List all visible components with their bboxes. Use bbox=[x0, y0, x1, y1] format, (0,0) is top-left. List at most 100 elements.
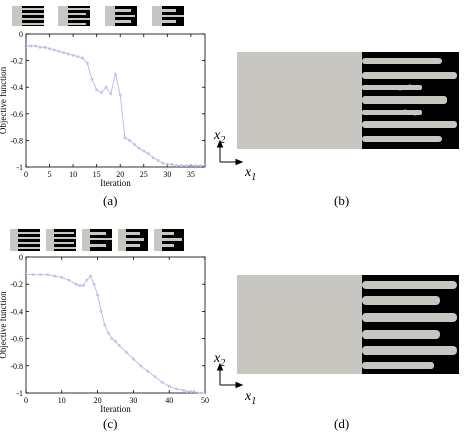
data-point bbox=[147, 152, 150, 156]
data-point bbox=[151, 156, 155, 160]
data-point bbox=[117, 343, 121, 347]
data-point bbox=[43, 45, 47, 49]
data-point bbox=[81, 56, 84, 60]
data-point bbox=[81, 284, 85, 287]
x-tick-label: 20 bbox=[94, 396, 102, 405]
data-point bbox=[29, 44, 33, 48]
data-point bbox=[123, 136, 127, 140]
data-point bbox=[66, 52, 70, 56]
x-tick-label: 35 bbox=[187, 170, 195, 179]
axis-symbol-x2-d: x2 bbox=[214, 351, 226, 369]
thumbnail-c-3 bbox=[82, 229, 112, 251]
data-point bbox=[142, 149, 146, 153]
data-point bbox=[95, 88, 99, 92]
data-point bbox=[85, 278, 89, 282]
thumbnails-a bbox=[12, 6, 184, 26]
thumbnails-c bbox=[10, 229, 184, 251]
panel-label-b: (b) bbox=[334, 193, 350, 208]
y-tick-label: -0.4 bbox=[10, 307, 23, 316]
plot-frame bbox=[25, 256, 206, 394]
data-point bbox=[184, 164, 188, 168]
thumbnail-a-2 bbox=[58, 6, 90, 26]
data-point bbox=[90, 77, 94, 81]
panel-label-a: (a) bbox=[103, 193, 118, 208]
axis-symbol-x1-d: x1 bbox=[245, 389, 257, 407]
x-tick-label: 25 bbox=[140, 170, 148, 179]
data-point bbox=[104, 85, 108, 89]
data-point bbox=[31, 273, 35, 277]
data-point bbox=[182, 388, 185, 392]
series-line bbox=[26, 274, 205, 394]
x-tick-label: 0 bbox=[24, 170, 28, 179]
coordinate-axes-b bbox=[216, 139, 244, 166]
data-point bbox=[106, 331, 110, 335]
data-point bbox=[132, 142, 136, 146]
plot-c: 0-0.2-0.4-0.6-0.8-10 10 20 30 40 50IterationO… bbox=[0, 253, 209, 414]
data-point bbox=[131, 357, 135, 361]
data-point bbox=[24, 273, 28, 277]
thumbnail-a-3 bbox=[105, 6, 137, 26]
thumbnail-c-4 bbox=[118, 229, 148, 251]
data-point bbox=[114, 72, 117, 76]
data-point bbox=[99, 91, 103, 94]
x-tick-label: 10 bbox=[58, 396, 66, 405]
axis-symbol-x2-b: x2 bbox=[214, 128, 226, 146]
y-tick-label: -1 bbox=[16, 163, 23, 172]
data-point bbox=[174, 387, 178, 391]
y-axis-label: Objective function bbox=[0, 66, 8, 134]
data-point bbox=[53, 274, 57, 278]
data-point bbox=[160, 380, 164, 384]
y-tick-label: -0.8 bbox=[10, 362, 23, 371]
data-point bbox=[161, 161, 165, 165]
x-tick-label: 5 bbox=[48, 170, 52, 179]
thumbnail-c-2 bbox=[46, 229, 76, 251]
data-point bbox=[200, 391, 203, 395]
y-axis-label: Objective function bbox=[0, 291, 8, 359]
x-tick-label: 40 bbox=[165, 396, 173, 405]
data-point bbox=[24, 44, 28, 48]
y-tick-label: 0 bbox=[19, 253, 23, 262]
data-point bbox=[194, 164, 197, 168]
data-point bbox=[110, 337, 114, 341]
data-point bbox=[48, 47, 51, 51]
y-tick-label: -0.6 bbox=[10, 335, 23, 344]
data-point bbox=[71, 53, 75, 57]
data-point bbox=[137, 146, 141, 150]
data-point bbox=[103, 323, 107, 327]
data-point bbox=[203, 164, 207, 168]
x-axis-label: Iteration bbox=[100, 404, 131, 414]
data-point bbox=[175, 164, 179, 168]
design-domain-d bbox=[237, 275, 459, 374]
thumbnail-c-1 bbox=[10, 229, 40, 251]
y-tick-label: -0.6 bbox=[10, 110, 23, 119]
data-point bbox=[198, 164, 202, 168]
data-point bbox=[146, 369, 150, 373]
data-point bbox=[38, 273, 42, 277]
thumbnail-c-5 bbox=[154, 229, 184, 251]
x-tick-label: 20 bbox=[116, 170, 124, 179]
y-tick-label: -0.4 bbox=[10, 83, 23, 92]
axis-symbol-x1-b: x1 bbox=[245, 165, 257, 183]
data-point bbox=[74, 282, 78, 286]
series-line bbox=[26, 45, 205, 167]
thumbnail-a-1 bbox=[12, 6, 44, 26]
data-point bbox=[34, 44, 37, 48]
data-point bbox=[189, 164, 193, 168]
y-tick-label: -1 bbox=[16, 389, 23, 398]
design-domain-b bbox=[237, 52, 459, 149]
x-tick-label: 15 bbox=[93, 170, 101, 179]
data-point bbox=[192, 390, 196, 394]
data-point bbox=[124, 350, 128, 354]
data-point bbox=[85, 61, 89, 65]
data-point bbox=[57, 49, 61, 53]
data-point bbox=[96, 293, 100, 297]
data-point bbox=[167, 384, 171, 388]
data-point bbox=[46, 273, 49, 277]
data-point bbox=[170, 162, 174, 166]
panel-label-c: (c) bbox=[103, 416, 118, 431]
y-tick-label: -0.2 bbox=[10, 57, 23, 66]
data-point bbox=[165, 162, 169, 166]
x-tick-label: 10 bbox=[69, 170, 77, 179]
data-point bbox=[60, 275, 64, 279]
